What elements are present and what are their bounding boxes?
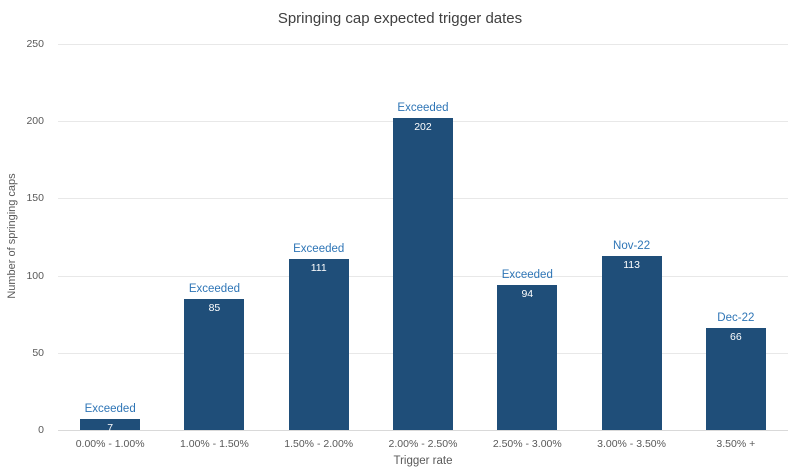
bar-slot: 94 Exceeded [475,44,579,430]
bar-annotation-label: Exceeded [501,269,553,281]
x-tick-label: 3.50% + [716,438,756,450]
bar-annotation-label: Exceeded [84,403,136,415]
bar-value-label: 202 [414,121,432,133]
bar-slot: 111 Exceeded [267,44,371,430]
x-tick-label: 1.00% - 1.50% [179,438,249,450]
bar-slot: 7 Exceeded [58,44,162,434]
y-tick-label-50: 50 [32,346,44,359]
chart-title: Springing cap expected trigger dates [277,10,523,27]
bar-value-label: 85 [208,302,221,314]
y-tick-label-0: 0 [38,424,44,436]
y-tick-label-250: 250 [26,38,44,50]
y-axis-title: Number of springing caps [6,173,18,299]
plot-area: 0 50 100 150 200 250 7 Exceeded 85 Exceeded 111 Exc… [26,38,788,436]
bar-annotation-label: Exceeded [397,102,449,114]
bar-1.00% - 1.50% [184,299,245,430]
y-tick-label-100: 100 [26,269,44,282]
bar-2.50% - 3.00% [497,285,558,430]
bar-slot: 85 Exceeded [162,44,266,430]
bar-annotation-label: Exceeded [188,283,240,295]
bar-slot: 202 Exceeded [371,44,475,430]
bar-annotation-label: Nov-22 [613,240,651,252]
x-axis-title: Trigger rate [393,455,453,467]
x-axis-labels: 0.00% - 1.00% 1.00% - 1.50% 1.50% - 2.00% 2… [58,438,788,452]
bar-annotation-label: Dec-22 [717,312,755,324]
bar-annotation-label: Exceeded [293,243,345,255]
bar-value-label: 94 [521,288,534,300]
y-tick-label-200: 200 [26,115,44,128]
bar-1.50% - 2.00% [288,259,349,430]
bar-2.00% - 2.50% [392,118,453,430]
gridline-y-250 [58,44,788,45]
bar-0.00% - 1.00% [80,419,141,430]
bar-slot: 113 Nov-22 [579,44,683,430]
x-tick-label: 3.00% - 3.50% [597,438,666,450]
y-tick-label-150: 150 [26,192,44,205]
bar-value-label: 113 [623,259,640,271]
bar-value-label: 7 [107,422,114,434]
gridline-y-0 [58,430,788,431]
bar-value-label: 66 [730,331,742,343]
bar-3.00% - 3.50% [601,256,662,430]
bar-slot: 66 Dec-22 [684,44,788,430]
bar-value-label: 111 [310,262,327,274]
x-tick-label: 0.00% - 1.00% [75,438,145,450]
x-tick-label: 1.50% - 2.00% [284,438,354,450]
bar-3.50% + [705,328,766,430]
x-tick-label: 2.00% - 2.50% [388,438,458,450]
x-tick-label: 2.50% - 3.00% [492,438,562,450]
